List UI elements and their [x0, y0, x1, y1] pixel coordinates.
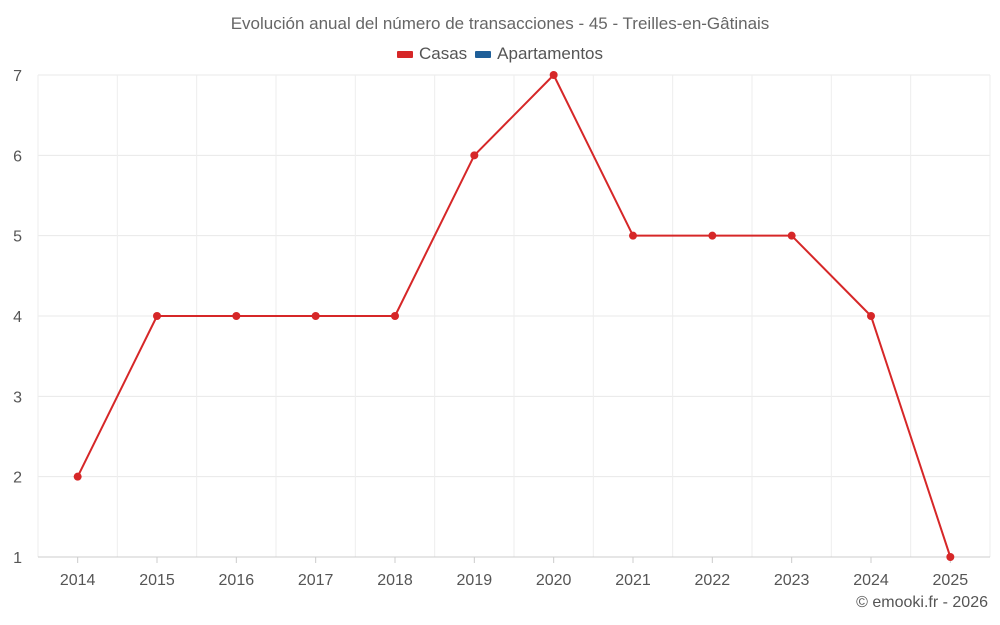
- x-tick-label: 2018: [377, 572, 413, 589]
- data-point-casas: [787, 231, 796, 240]
- legend-swatch-apartamentos: [475, 50, 492, 58]
- y-tick-label: 6: [13, 148, 22, 165]
- data-point-casas: [549, 71, 558, 79]
- x-tick-label: 2022: [695, 572, 731, 589]
- y-tick-label: 4: [13, 309, 22, 326]
- data-point-casas: [153, 312, 161, 320]
- x-tick-label: 2016: [219, 572, 255, 589]
- legend: Casas Apartamentos: [0, 44, 1000, 64]
- y-tick-label: 2: [13, 470, 22, 487]
- series-line-casas: [76, 74, 952, 558]
- legend-label-apartamentos: Apartamentos: [497, 44, 604, 63]
- legend-item-apartamentos[interactable]: Apartamentos: [475, 44, 603, 64]
- data-point-casas: [232, 312, 241, 320]
- x-tick-label: 2020: [536, 572, 572, 589]
- x-tick-label: 2024: [853, 572, 889, 589]
- legend-label-casas: Casas: [418, 44, 468, 63]
- data-point-casas: [708, 231, 717, 240]
- legend-swatch-casas: [396, 50, 413, 58]
- x-tick-label: 2014: [60, 572, 96, 589]
- y-tick-label: 7: [13, 68, 22, 85]
- y-tick-label: 5: [13, 229, 22, 246]
- x-tick-label: 2017: [298, 572, 334, 589]
- data-point-casas: [311, 312, 320, 320]
- data-point-casas: [946, 553, 955, 561]
- data-point-casas: [470, 151, 479, 160]
- data-point-casas: [391, 312, 399, 320]
- x-tick-label: 2021: [615, 572, 651, 589]
- chart-title: Evolución anual del número de transaccio…: [230, 14, 770, 33]
- data-point-casas: [73, 472, 82, 481]
- data-point-casas: [629, 231, 637, 240]
- y-tick-label: 1: [13, 550, 22, 567]
- x-tick-label: 2023: [774, 572, 810, 589]
- credit-text: © emooki.fr - 2026: [856, 594, 988, 611]
- x-tick-label: 2015: [139, 572, 175, 589]
- data-point-casas: [867, 312, 875, 320]
- y-tick-label: 3: [13, 389, 22, 406]
- legend-item-casas[interactable]: Casas: [396, 44, 468, 64]
- x-tick-label: 2025: [933, 572, 969, 589]
- x-tick-label: 2019: [457, 572, 493, 589]
